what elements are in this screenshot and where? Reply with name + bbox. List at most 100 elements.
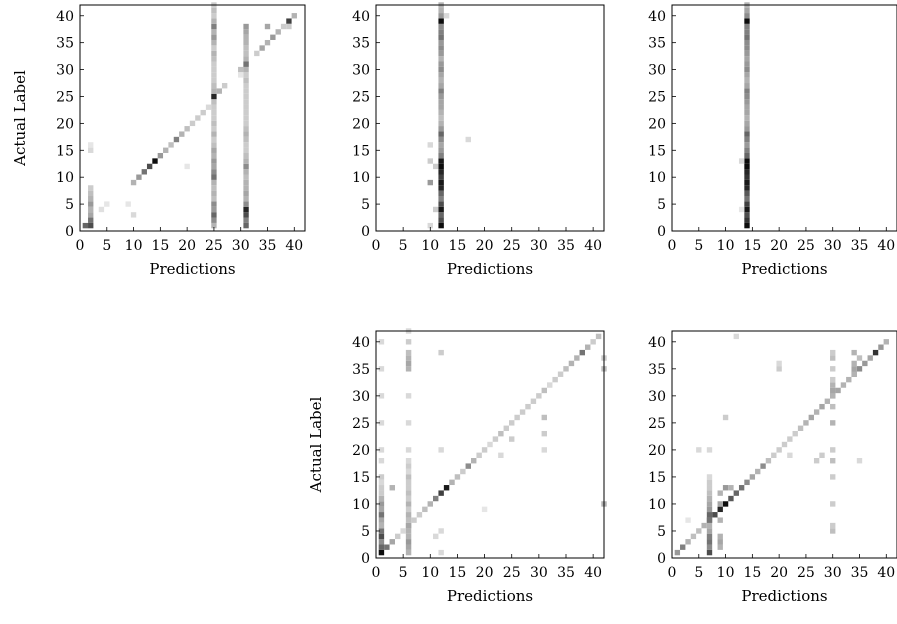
x-tick-label: 5: [694, 565, 703, 581]
heatmap-cell: [541, 447, 547, 453]
heatmap-cell: [744, 66, 750, 73]
heatmap-cell: [259, 45, 265, 51]
heatmap-cell: [378, 517, 385, 523]
heatmap-cell: [738, 485, 745, 491]
heatmap-cell: [438, 93, 444, 100]
heatmap-cell: [744, 88, 750, 94]
x-tick-label: 20: [476, 565, 494, 581]
heatmap-cell: [744, 185, 750, 191]
heatmap-cell: [738, 158, 745, 164]
heatmap-cell: [744, 50, 750, 57]
heatmap-cell: [438, 349, 444, 356]
heatmap-cell: [744, 61, 750, 67]
heatmap-cell: [851, 360, 857, 367]
heatmap-cell: [438, 45, 444, 51]
heatmap-cell: [211, 201, 217, 207]
heatmap-cell: [243, 190, 249, 197]
heatmap-cell: [243, 120, 249, 127]
x-tick-label: 10: [717, 238, 735, 254]
x-axis-label: Predictions: [741, 260, 827, 278]
heatmap-cell: [514, 414, 520, 421]
heatmap-cell: [389, 485, 395, 491]
heatmap-cell: [438, 39, 444, 46]
heatmap-cell: [738, 206, 745, 213]
x-tick-label: 0: [668, 565, 677, 581]
heatmap-cell: [776, 366, 782, 372]
heatmap-cell: [744, 174, 750, 180]
heatmap-cell: [438, 490, 444, 496]
heatmap-cell: [744, 45, 750, 51]
heatmap-cell: [405, 522, 412, 529]
x-tick-label: 30: [530, 565, 548, 581]
heatmap-cell: [776, 447, 782, 453]
y-tick-label: 20: [648, 116, 666, 132]
x-tick-label: 40: [877, 238, 895, 254]
y-tick-label: 0: [65, 224, 74, 240]
heatmap-cell: [378, 549, 385, 556]
heatmap-cell: [264, 39, 271, 46]
heatmap-cell: [830, 447, 836, 453]
heatmap-cell: [744, 169, 750, 175]
heatmap-cell: [433, 163, 439, 170]
heatmap-cell: [819, 452, 825, 459]
heatmap-cell: [706, 474, 713, 480]
heatmap-cell: [211, 99, 217, 105]
heatmap-cell: [405, 474, 412, 480]
x-tick-label: 15: [743, 565, 761, 581]
heatmap-cell: [717, 539, 723, 545]
heatmap-cell: [471, 458, 477, 464]
heatmap-cell: [696, 528, 702, 534]
heatmap-cell: [744, 99, 750, 105]
heatmap-cell: [243, 185, 249, 191]
heatmap-cell: [862, 360, 868, 367]
heatmap-cell: [243, 34, 249, 40]
heatmap-cell: [438, 115, 444, 121]
y-tick-label: 10: [56, 170, 74, 186]
heatmap-cell: [744, 222, 750, 229]
heatmap-cell: [438, 120, 444, 127]
x-axis-label: Predictions: [447, 587, 533, 605]
heatmap-cell: [872, 349, 879, 356]
heatmap-cell: [405, 512, 412, 518]
heatmap-cell: [211, 56, 217, 62]
heatmap-cell: [744, 158, 750, 164]
heatmap-cell: [438, 13, 444, 19]
heatmap-cell: [243, 174, 249, 180]
heatmap-cell: [270, 34, 276, 40]
heatmap-cell: [830, 522, 836, 529]
heatmap-cell: [712, 512, 718, 518]
heatmap-cell: [706, 495, 713, 502]
heatmap-cell: [552, 376, 558, 383]
heatmap-cell: [680, 544, 686, 550]
y-tick-label: 5: [65, 197, 74, 213]
heatmap-cell: [136, 174, 142, 180]
y-tick-label: 30: [352, 389, 370, 405]
heatmap-cell: [163, 147, 169, 153]
confusion-matrix-5: 0 5 10 15 20 25 30 35 40 0 5 10 15 20 25 30 35 40 Predicti…: [648, 330, 897, 605]
axes-frame: [375, 4, 605, 232]
heatmap-cell: [717, 490, 723, 496]
heatmap-cell: [706, 544, 713, 550]
heatmap-cell: [438, 163, 444, 170]
x-tick-label: 40: [584, 565, 602, 581]
heatmap-cell: [744, 196, 750, 202]
heatmap-cell: [405, 447, 412, 453]
heatmap-cell: [243, 179, 249, 186]
heatmap-cell: [590, 339, 596, 345]
x-tick-label: 5: [399, 565, 408, 581]
x-tick-label: 25: [797, 565, 815, 581]
heatmap-cell: [395, 533, 401, 540]
heatmap-cell: [384, 544, 390, 550]
heatmap-cell: [211, 174, 217, 180]
heatmap-cell: [291, 13, 297, 19]
heatmap-cell: [88, 147, 94, 153]
heatmap-cell: [883, 339, 889, 345]
heatmap-cell: [878, 344, 884, 350]
heatmap-cell: [438, 126, 444, 132]
heatmap-cell: [792, 430, 798, 437]
heatmap-cell: [433, 533, 439, 540]
heatmap-cell: [211, 23, 217, 30]
heatmap-cell: [405, 463, 412, 469]
x-tick-label: 35: [851, 565, 869, 581]
heatmap-cell: [706, 522, 713, 529]
